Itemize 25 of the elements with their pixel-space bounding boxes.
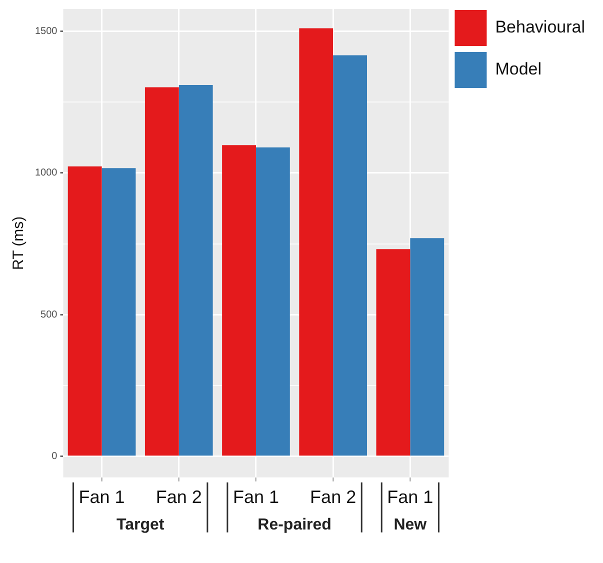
bar [68, 166, 102, 456]
y-tick-label: 1500 [34, 26, 58, 37]
text: Target [116, 516, 165, 534]
text: Re-paired [258, 516, 332, 534]
y-axis-title: RT (ms) [10, 216, 28, 270]
x-tick-label: Fan 2 [310, 487, 356, 508]
bar [333, 55, 367, 456]
bar [410, 238, 444, 456]
x-tick-label: Fan 2 [156, 487, 202, 508]
bar [256, 147, 290, 456]
y-tick-label: 0 [52, 451, 58, 462]
y-tick-label: 500 [40, 309, 58, 320]
legend-label: Model [495, 60, 542, 79]
bar [376, 249, 410, 456]
x-tick-label: Fan 1 [387, 487, 434, 508]
bar [222, 145, 256, 456]
bar [178, 84, 213, 456]
text: New [394, 516, 428, 534]
legend-label: Behavioural [495, 18, 585, 37]
bar [144, 87, 179, 456]
x-tick-label: Fan 1 [78, 487, 125, 508]
x-tick-label: Fan 1 [232, 487, 279, 508]
y-tick-label: 1000 [34, 168, 58, 179]
bar [102, 168, 136, 456]
bar [299, 28, 334, 456]
